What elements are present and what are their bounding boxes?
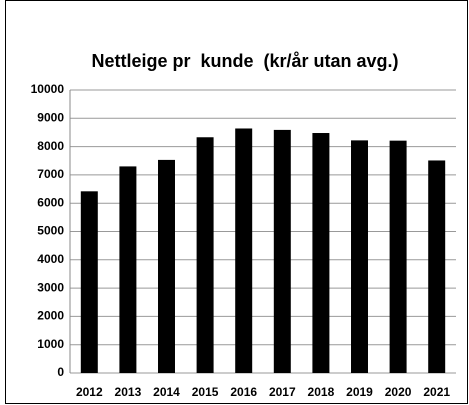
- bar: [158, 159, 175, 373]
- x-tick-label: 2015: [192, 385, 219, 399]
- x-tick-label: 2014: [153, 385, 180, 399]
- x-tick-label: 2019: [346, 385, 373, 399]
- bar: [196, 137, 214, 373]
- chart-frame: [5, 0, 468, 404]
- chart-title: Nettleige pr kunde (kr/år utan avg.): [91, 51, 398, 71]
- y-tick-label: 0: [57, 365, 64, 379]
- bar: [80, 191, 98, 373]
- x-tick-label: 2020: [385, 385, 412, 399]
- bar: [273, 129, 291, 373]
- y-tick-label: 5000: [37, 224, 64, 238]
- x-tick-label: 2018: [308, 385, 335, 399]
- bar: [235, 128, 253, 373]
- bar: [389, 140, 407, 373]
- y-tick-label: 6000: [37, 195, 64, 209]
- y-tick-label: 4000: [37, 252, 64, 266]
- y-tick-label: 1000: [37, 337, 64, 351]
- bar: [428, 160, 446, 373]
- x-tick-label: 2013: [115, 385, 142, 399]
- bar: [351, 140, 368, 373]
- bar: [312, 133, 330, 373]
- y-tick-label: 8000: [37, 139, 64, 153]
- x-tick-label: 2016: [230, 385, 257, 399]
- x-tick-label: 2017: [269, 385, 296, 399]
- y-tick-label: 7000: [37, 167, 64, 181]
- y-tick-label: 10000: [31, 82, 65, 96]
- x-tick-label: 2021: [423, 385, 450, 399]
- y-tick-label: 2000: [37, 309, 64, 323]
- bar: [119, 166, 137, 373]
- y-tick-label: 3000: [37, 280, 64, 294]
- y-tick-label: 9000: [37, 110, 64, 124]
- x-tick-label: 2012: [76, 385, 103, 399]
